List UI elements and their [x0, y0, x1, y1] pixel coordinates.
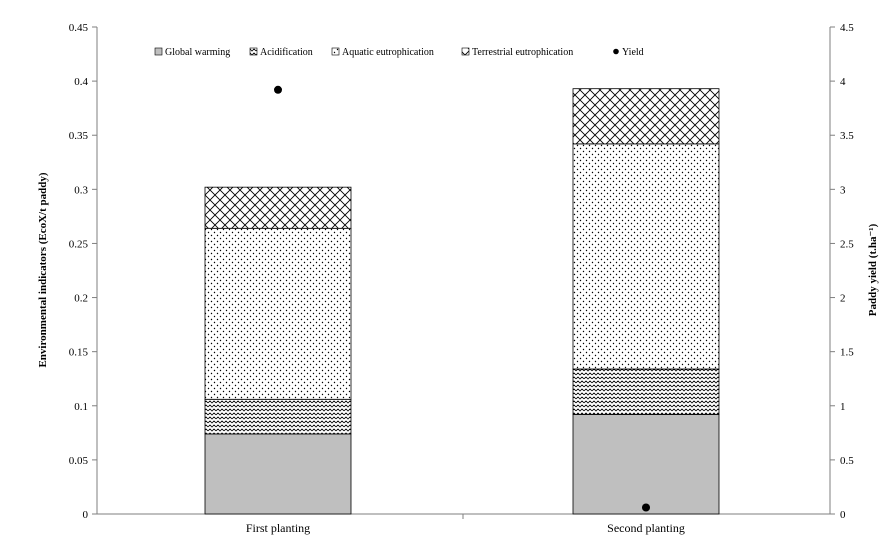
y2-tick-label: 0	[840, 509, 846, 521]
y-tick-label: 0.05	[69, 455, 89, 467]
y2-tick-label: 3.5	[840, 130, 854, 142]
yield-point	[642, 503, 650, 512]
legend-swatch-terrestrial-eutrophication	[461, 47, 470, 56]
y2-tick-label: 4.5	[840, 22, 854, 34]
bar-segment-terrestrial-eutrophication	[204, 186, 352, 229]
bar-segment-terrestrial-eutrophication	[572, 88, 720, 145]
y-tick-label: 0	[83, 509, 89, 521]
y-tick-label: 0.15	[69, 347, 89, 359]
legend-label-global-warming: Global warming	[165, 47, 230, 58]
y-tick-label: 0.4	[74, 76, 88, 88]
yield-points	[274, 85, 650, 512]
bars	[204, 88, 720, 515]
y-tick-label: 0.3	[74, 184, 88, 196]
legend-item-aquatic-eutrophication: Aquatic eutrophication	[331, 47, 434, 58]
y2-tick-label: 0.5	[840, 455, 854, 467]
legend-swatch-global-warming	[154, 47, 163, 56]
y-tick-label: 0.2	[74, 293, 88, 305]
y2-tick-label: 1.5	[840, 347, 854, 359]
y2-tick-label: 2	[840, 293, 846, 305]
x-axis-labels: First planting Second planting	[246, 521, 685, 535]
legend-swatch-acidification	[249, 47, 258, 56]
y2-tick-label: 4	[840, 76, 846, 88]
bar-segment-global-warming	[204, 433, 352, 515]
y2-tick-label: 3	[840, 184, 846, 196]
legend-label-terrestrial-eutrophication: Terrestrial eutrophication	[472, 47, 573, 58]
bar-segment-aquatic-eutrophication	[572, 143, 720, 370]
legend-item-global-warming: Global warming	[154, 47, 230, 58]
legend-item-acidification: Acidification	[249, 47, 313, 58]
y-axis-ticks: 0 0.05 0.1 0.15 0.2 0.25 0.3 0.35 0.4 0.45	[69, 22, 97, 521]
legend-swatch-aquatic-eutrophication	[331, 47, 340, 56]
y2-axis-title: Paddy yield (t.ha⁻¹)	[867, 223, 879, 316]
legend-label-acidification: Acidification	[260, 47, 313, 58]
bar-segment-acidification	[204, 398, 352, 435]
legend-item-terrestrial-eutrophication: Terrestrial eutrophication	[461, 47, 573, 58]
bar-segment-global-warming	[572, 414, 720, 515]
legend-marker-yield	[613, 48, 619, 55]
legend-label-yield: Yield	[622, 47, 644, 58]
y-tick-label: 0.35	[69, 130, 89, 142]
bar-segment-acidification	[572, 368, 720, 415]
legend-item-yield: Yield	[613, 47, 644, 58]
legend-label-aquatic-eutrophication: Aquatic eutrophication	[342, 47, 434, 58]
y2-axis-ticks: 0 0.5 1 1.5 2 2.5 3 3.5 4 4.5	[830, 22, 854, 521]
x-category-label: First planting	[246, 521, 310, 535]
yield-point	[274, 85, 282, 94]
y-tick-label: 0.45	[69, 22, 89, 34]
y-tick-label: 0.25	[69, 238, 89, 250]
y2-tick-label: 2.5	[840, 238, 854, 250]
y2-tick-label: 1	[840, 401, 846, 413]
y-axis-title: Environmental indicators (EcoX/t paddy)	[37, 172, 49, 367]
x-category-label: Second planting	[607, 521, 685, 535]
legend: Global warming Acidification Aquatic eut…	[154, 47, 644, 58]
bar-segment-aquatic-eutrophication	[204, 227, 352, 400]
y-tick-label: 0.1	[74, 401, 88, 413]
